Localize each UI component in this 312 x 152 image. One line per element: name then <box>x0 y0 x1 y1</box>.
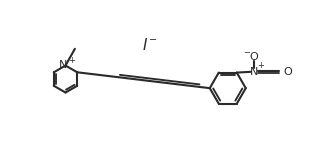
Text: O: O <box>250 52 258 62</box>
Text: O: O <box>283 67 292 77</box>
Text: −: − <box>243 48 251 57</box>
Text: +: + <box>69 55 76 65</box>
Text: I: I <box>143 38 147 53</box>
Text: +: + <box>257 61 264 70</box>
Text: −: − <box>149 35 157 45</box>
Text: N: N <box>250 67 258 77</box>
Text: N: N <box>59 60 68 70</box>
